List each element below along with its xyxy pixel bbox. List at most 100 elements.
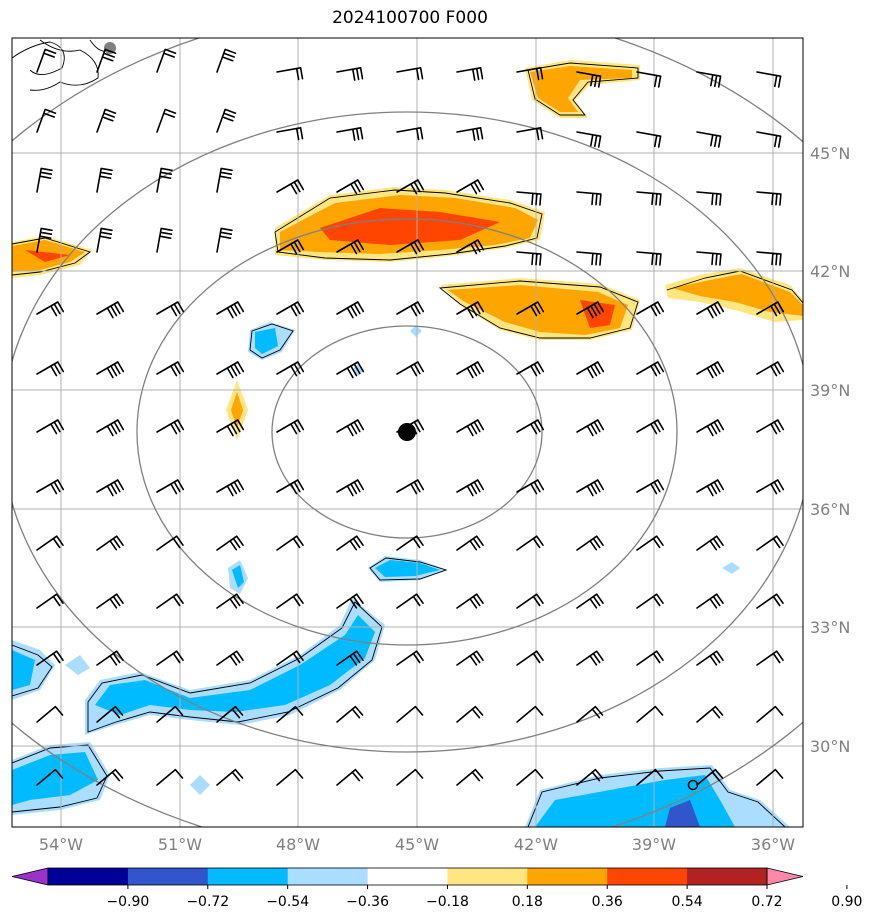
wind-barb bbox=[276, 301, 305, 317]
colorbar-segment bbox=[287, 868, 369, 885]
wind-barb bbox=[516, 593, 544, 609]
wind-barb bbox=[696, 191, 722, 206]
wind-barb bbox=[216, 479, 245, 497]
wind-barb bbox=[636, 131, 662, 148]
wind-barb bbox=[156, 301, 185, 317]
wind-barb bbox=[576, 768, 604, 786]
wind-barbs bbox=[36, 48, 785, 786]
wind-barb bbox=[336, 593, 364, 609]
lat-label: 39°N bbox=[810, 381, 850, 400]
wind-barb bbox=[36, 227, 53, 253]
wind-barb bbox=[576, 361, 605, 379]
wind-barb bbox=[96, 301, 125, 319]
wind-barb bbox=[156, 768, 184, 786]
wind-barb bbox=[576, 535, 604, 551]
wind-barb bbox=[756, 131, 782, 148]
wind-barb bbox=[636, 593, 664, 609]
wind-barb bbox=[456, 535, 484, 551]
colorbar-arrow-left bbox=[11, 867, 49, 886]
wind-barb bbox=[396, 239, 425, 255]
wind-barb bbox=[36, 301, 65, 317]
lon-label: 54°W bbox=[39, 835, 83, 854]
wind-barb bbox=[276, 535, 304, 551]
wind-barb bbox=[216, 535, 244, 551]
wind-barb bbox=[756, 361, 785, 377]
wind-barb bbox=[756, 593, 784, 609]
colorbar-segment bbox=[207, 868, 289, 885]
wind-barb bbox=[756, 479, 785, 495]
wind-barb bbox=[276, 705, 304, 723]
storm-center-marker bbox=[398, 423, 416, 441]
wind-barb bbox=[456, 67, 484, 81]
colorbar-segment bbox=[367, 868, 448, 885]
wind-barb bbox=[636, 251, 662, 266]
wind-barb bbox=[696, 650, 724, 666]
wind-barb bbox=[276, 239, 305, 255]
lon-label: 42°W bbox=[514, 835, 558, 854]
map-frame bbox=[11, 37, 804, 828]
wind-barb bbox=[756, 251, 782, 266]
colorbar-tick-label: 0.36 bbox=[592, 894, 623, 910]
wind-barb bbox=[396, 301, 425, 317]
wind-barb bbox=[396, 705, 424, 723]
latitude-labels: 45°N 42°N 39°N 36°N 33°N 30°N bbox=[810, 144, 850, 756]
wind-barb bbox=[516, 768, 544, 786]
wind-barb bbox=[576, 650, 604, 666]
wind-barb bbox=[216, 593, 244, 609]
wind-barb bbox=[396, 535, 424, 551]
wind-barb bbox=[36, 593, 64, 609]
wind-barb bbox=[396, 479, 425, 495]
wind-barb bbox=[756, 301, 785, 317]
wind-barb bbox=[336, 419, 365, 437]
wind-barb bbox=[636, 768, 664, 786]
wind-barb bbox=[696, 479, 725, 497]
lat-label: 33°N bbox=[810, 618, 850, 637]
wind-barb bbox=[96, 167, 113, 193]
wind-barb bbox=[456, 419, 485, 437]
wind-barb bbox=[636, 650, 664, 666]
wind-barb bbox=[336, 705, 364, 723]
wind-barb bbox=[576, 131, 602, 148]
wind-barb bbox=[216, 48, 237, 73]
wind-barb bbox=[396, 361, 425, 377]
lat-lon-grid bbox=[12, 38, 803, 827]
open-circle-marker bbox=[687, 779, 699, 791]
wind-barb bbox=[576, 705, 604, 723]
wind-barb bbox=[516, 479, 545, 495]
longitude-labels: 54°W 51°W 48°W 45°W 42°W 39°W 36°W bbox=[39, 835, 795, 854]
wind-barb bbox=[576, 251, 602, 266]
wind-barb bbox=[696, 593, 724, 609]
wind-barb bbox=[396, 179, 425, 195]
lon-label: 39°W bbox=[632, 835, 676, 854]
negative-anomaly-regions bbox=[12, 322, 790, 827]
gray-marker bbox=[104, 42, 116, 54]
wind-barb bbox=[156, 167, 173, 193]
colorbar-tick-label: −0.90 bbox=[106, 894, 149, 910]
wind-barb bbox=[216, 705, 244, 723]
wind-barb bbox=[516, 419, 545, 435]
wind-barb bbox=[156, 419, 185, 435]
wind-barb bbox=[456, 179, 485, 195]
wind-barb bbox=[276, 419, 305, 435]
wind-barb bbox=[696, 705, 724, 723]
lon-label: 48°W bbox=[276, 835, 320, 854]
wind-barb bbox=[276, 127, 304, 141]
wind-barb bbox=[216, 650, 244, 666]
wind-barb bbox=[396, 127, 424, 141]
colorbar-segment bbox=[607, 868, 688, 885]
colorbar-arrow-right bbox=[766, 867, 804, 886]
wind-barb bbox=[636, 191, 662, 206]
wind-barb bbox=[396, 67, 424, 81]
wind-barb bbox=[96, 768, 124, 786]
wind-barb bbox=[516, 705, 544, 723]
wind-barb bbox=[276, 67, 304, 81]
wind-barb bbox=[156, 108, 177, 133]
wind-barb bbox=[276, 768, 304, 786]
wind-barb bbox=[216, 167, 233, 193]
colorbar-tick-label: −0.18 bbox=[426, 894, 469, 910]
wind-barb bbox=[516, 67, 544, 81]
wind-barb bbox=[156, 593, 184, 609]
wind-barb bbox=[96, 48, 117, 73]
wind-barb bbox=[336, 67, 364, 81]
wind-barb bbox=[276, 650, 304, 666]
